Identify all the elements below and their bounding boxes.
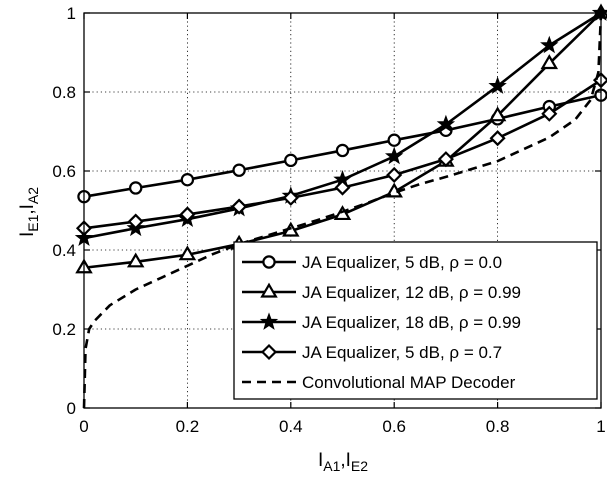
legend: JA Equalizer, 5 dB, ρ = 0.0 JA Equalizer,… [234, 242, 597, 399]
legend-label: JA Equalizer, 5 dB, ρ = 0.0 [302, 253, 502, 272]
x-axis-label-sub1: A1 [323, 458, 340, 474]
y-tick-label: 0.2 [52, 320, 76, 339]
legend-marker-circle [263, 256, 274, 267]
x-tick-label: 0.8 [486, 417, 510, 436]
x-tick-label: 0.4 [279, 417, 303, 436]
y-axis-label-sub1: E1 [25, 214, 41, 231]
data-point-circle [130, 182, 141, 193]
data-point-circle [234, 165, 245, 176]
legend-label: JA Equalizer, 18 dB, ρ = 0.99 [302, 313, 521, 332]
y-tick-label: 0 [67, 399, 76, 418]
y-tick-label: 0.6 [52, 162, 76, 181]
y-tick-label: 0.8 [52, 83, 76, 102]
legend-label: JA Equalizer, 5 dB, ρ = 0.7 [302, 343, 502, 362]
y-axis-label-sub2: A2 [25, 187, 41, 204]
y-tick-label: 1 [67, 4, 76, 23]
x-tick-label: 0.2 [176, 417, 200, 436]
x-tick-label: 0.6 [382, 417, 406, 436]
legend-label: JA Equalizer, 12 dB, ρ = 0.99 [302, 283, 521, 302]
data-point-circle [337, 145, 348, 156]
legend-label: Convolutional MAP Decoder [302, 373, 516, 392]
data-point-circle [389, 135, 400, 146]
data-point-circle [285, 155, 296, 166]
data-point-circle [182, 174, 193, 185]
x-tick-label: 0 [79, 417, 88, 436]
x-tick-label: 1 [596, 417, 605, 436]
x-axis-label-sub2: E2 [351, 458, 368, 474]
y-tick-label: 0.4 [52, 241, 76, 260]
